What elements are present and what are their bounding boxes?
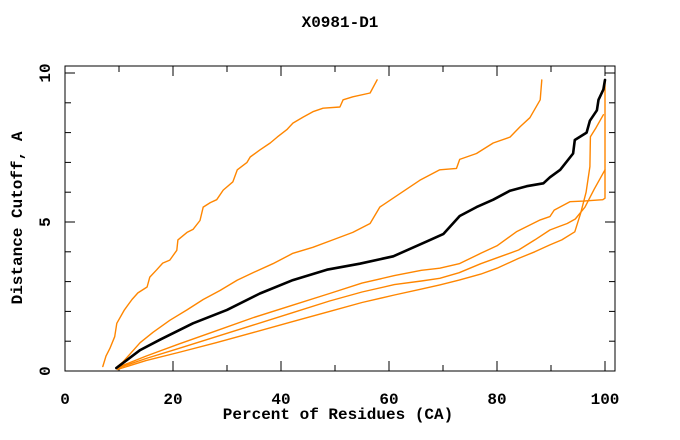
x-tick-label: 100	[591, 391, 620, 409]
x-tick-label: 80	[487, 391, 506, 409]
x-axis-label: Percent of Residues (CA)	[223, 406, 453, 424]
x-tick-label: 60	[379, 391, 398, 409]
curve-orange-4	[115, 169, 606, 370]
axis-ticks	[64, 66, 615, 372]
plot-curves	[102, 78, 607, 371]
curve-black-main	[115, 78, 607, 370]
curve-orange-3	[115, 79, 606, 369]
y-tick-label: 5	[37, 217, 55, 227]
x-tick-label: 40	[271, 391, 290, 409]
plot-frame	[64, 65, 616, 372]
y-tick-labels: 0 5 10	[37, 63, 55, 375]
y-axis-label: Distance Cutoff, A	[9, 131, 27, 304]
curve-orange-5	[116, 114, 605, 371]
y-tick-label: 10	[37, 63, 55, 82]
plot-title: X0981-D1	[302, 14, 379, 32]
curve-orange-2	[116, 79, 543, 368]
y-tick-label: 0	[37, 366, 55, 376]
curve-orange-1	[102, 79, 378, 368]
x-tick-label: 20	[163, 391, 182, 409]
x-tick-labels: 0 20 40 60 80 100	[60, 391, 619, 409]
x-tick-label: 0	[60, 391, 70, 409]
